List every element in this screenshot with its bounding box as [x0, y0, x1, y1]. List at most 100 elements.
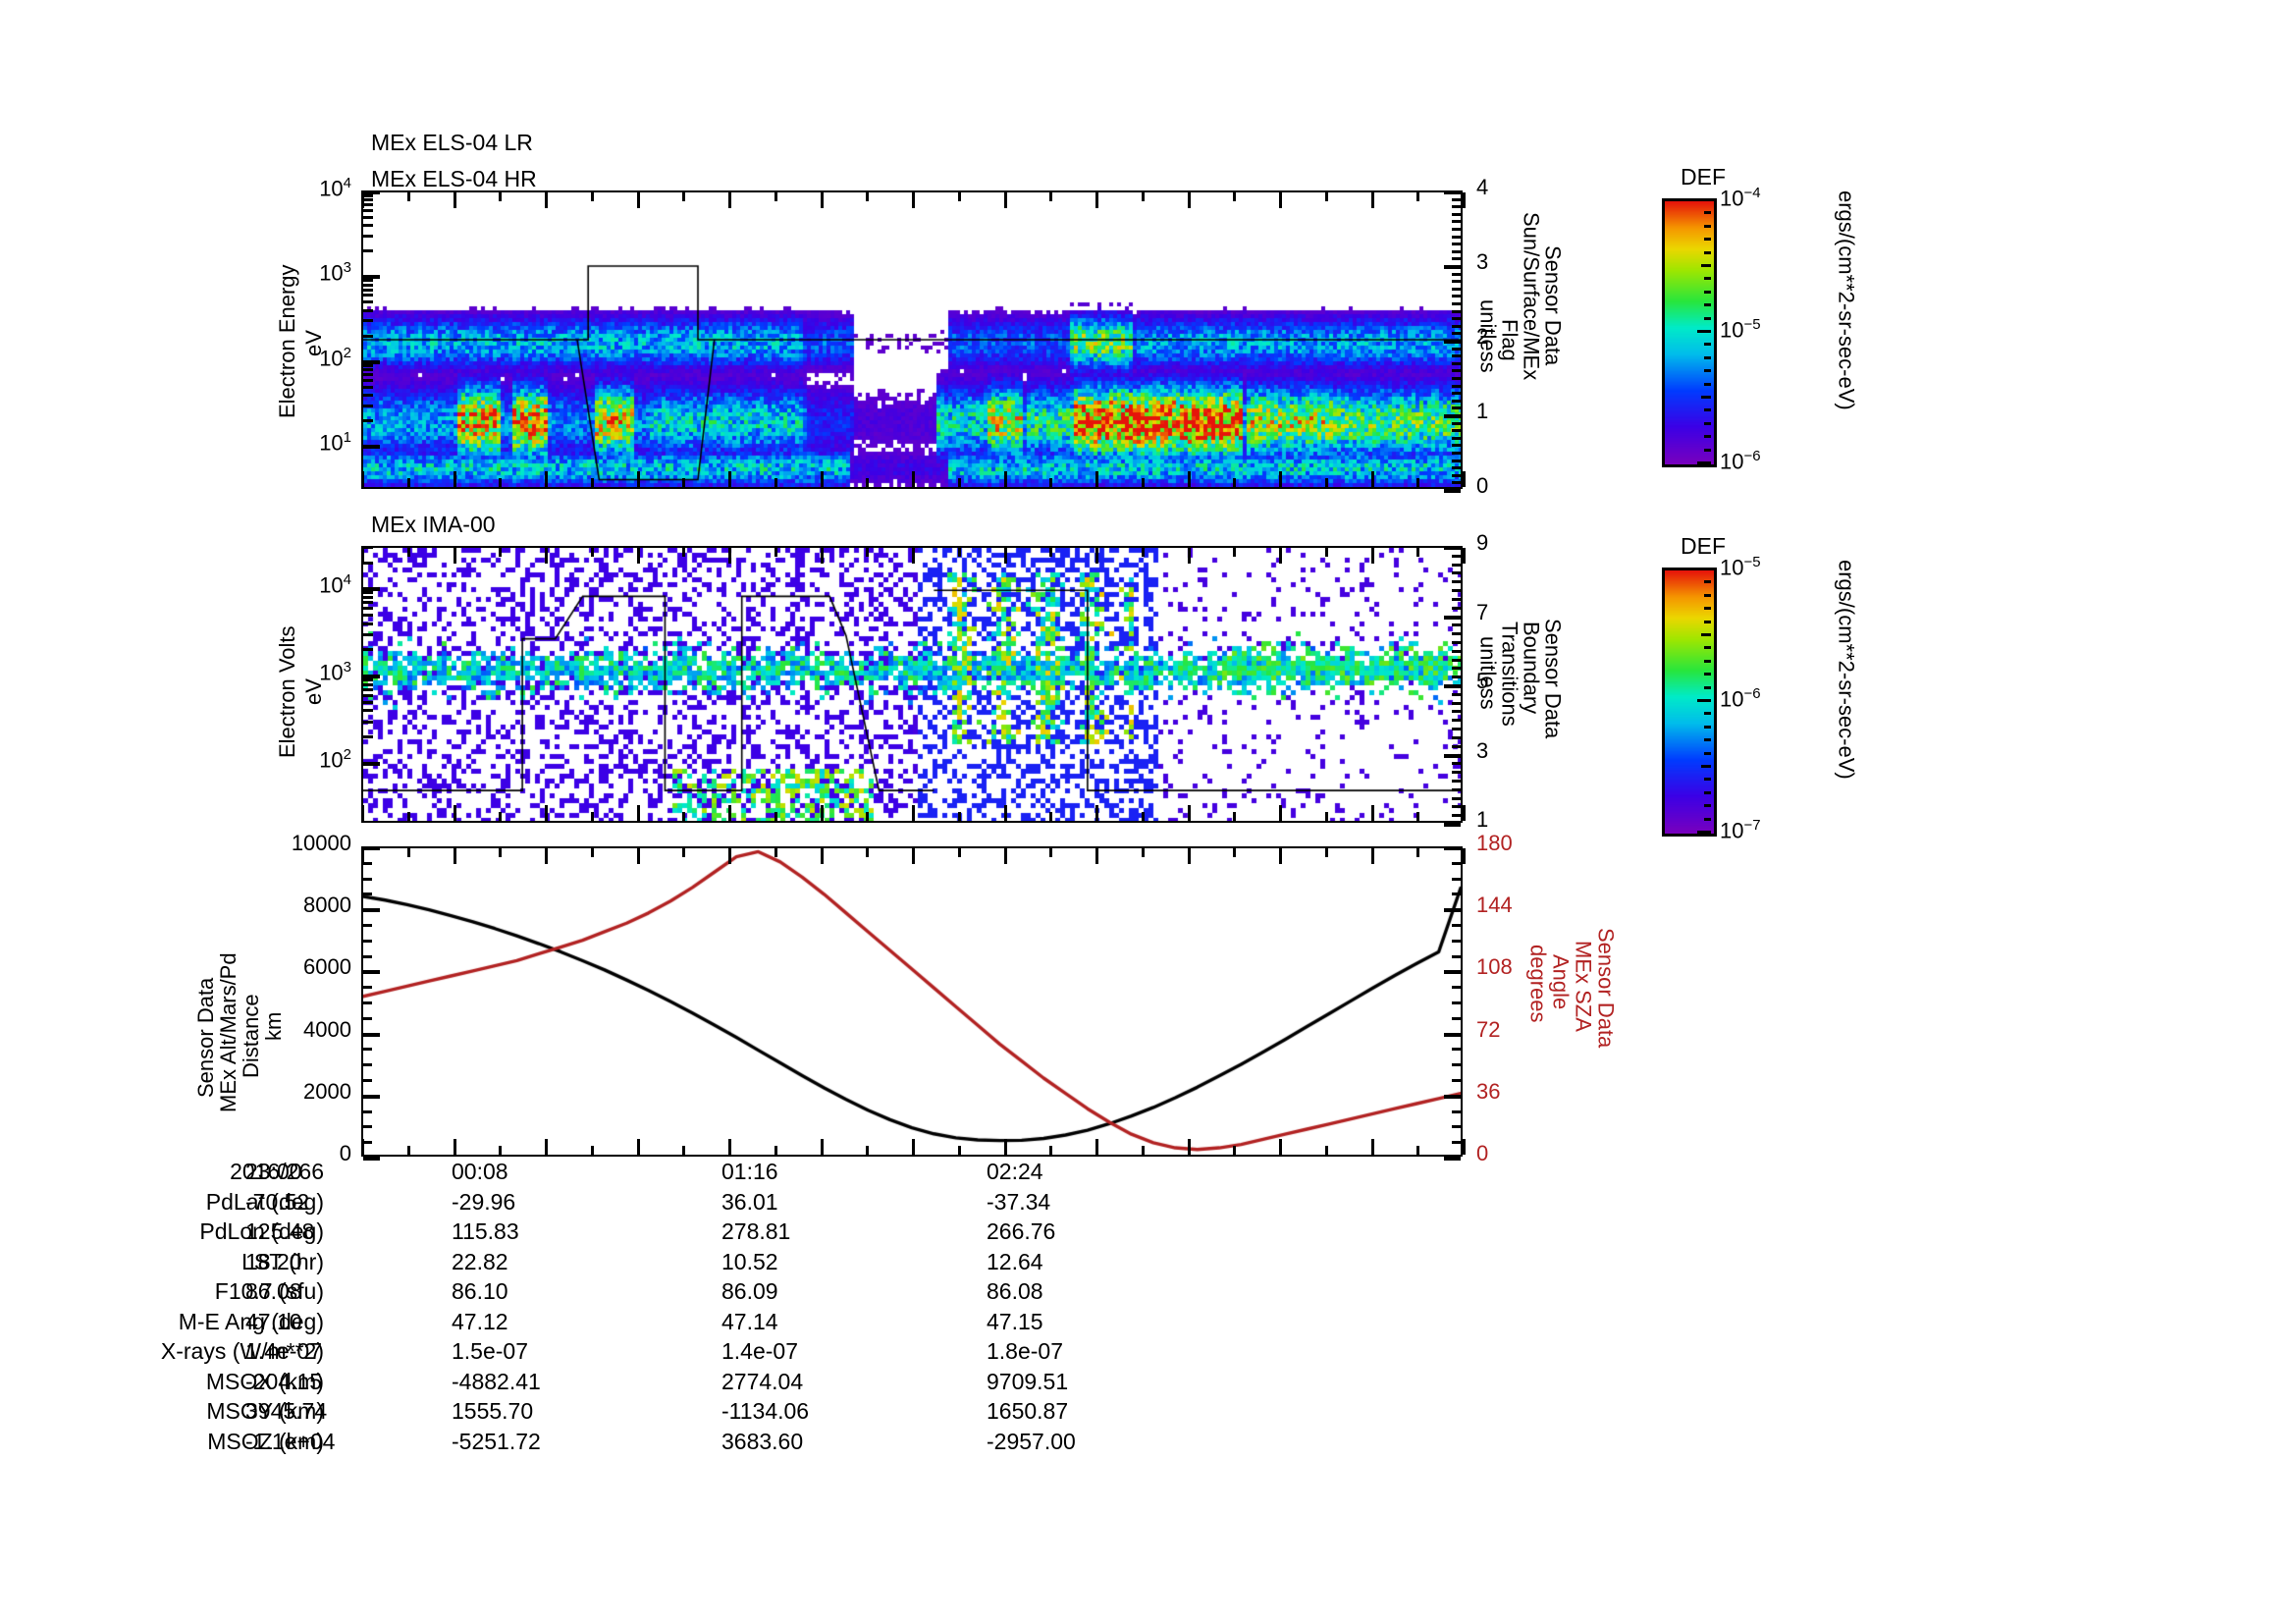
axis-tick-label: 4000 [303, 1016, 351, 1042]
axis-tick [1452, 205, 1461, 209]
panel-electron-energy-spectrogram[interactable] [361, 190, 1463, 489]
axis-tick-label: 4 [1476, 175, 1489, 199]
x-axis-tick [912, 1139, 915, 1155]
panel1-right-axis-label-l3: unitless [1475, 299, 1501, 373]
table-row-label: MSOY (km) [206, 1398, 324, 1424]
axis-tick [363, 209, 373, 213]
axis-tick [1452, 623, 1461, 627]
axis-tick [1452, 444, 1461, 448]
panel3-left-axis-label-l1: MEx Alt/Mars/Pd [216, 952, 240, 1112]
table-cell: 47.10 [245, 1308, 302, 1334]
x-axis-tick [499, 478, 503, 487]
axis-tick [1452, 861, 1461, 865]
x-axis-tick [361, 471, 364, 487]
axis-tick [1452, 939, 1461, 943]
axis-tick [1444, 970, 1461, 975]
axis-tick [1452, 1016, 1461, 1020]
axis-tick [363, 279, 373, 283]
axis-tick [363, 404, 373, 407]
table-cell: 86.08 [245, 1278, 302, 1304]
table-cell: 1555.70 [452, 1398, 534, 1424]
x-axis-tick [1049, 548, 1053, 557]
colorbar-tick [1704, 712, 1711, 716]
axis-tick [363, 632, 373, 636]
table-row-label: MSOZ (km) [207, 1428, 324, 1454]
x-axis-tick [682, 548, 686, 557]
axis-tick [363, 1094, 380, 1099]
x-axis-tick [1187, 805, 1191, 821]
x-axis-tick [682, 812, 686, 821]
axis-tick-label: 10−4 [1720, 185, 1761, 211]
axis-tick-label: 108 [1476, 954, 1513, 980]
panel3-left-axis-label-l0: Sensor Data [193, 977, 218, 1098]
x-axis-tick [590, 192, 594, 201]
x-axis-tick [1095, 805, 1098, 821]
axis-tick [363, 215, 373, 219]
x-axis-tick [1003, 471, 1007, 487]
axis-tick [363, 393, 373, 397]
axis-tick [1452, 1125, 1461, 1129]
axis-tick-label: 1 [1476, 399, 1489, 423]
axis-tick [363, 595, 373, 599]
colorbar-tick [1704, 435, 1711, 439]
x-axis-tick [1141, 812, 1145, 821]
x-axis-tick [1233, 1146, 1237, 1155]
x-axis-tick [820, 192, 824, 208]
panel2-right-axis-label-l3: unitless [1475, 636, 1501, 710]
axis-tick [363, 308, 373, 312]
axis-tick [1452, 710, 1461, 714]
axis-tick [1452, 893, 1461, 896]
colorbar-tick [1704, 421, 1711, 425]
x-axis-tick [866, 548, 870, 557]
x-axis-tick [361, 805, 364, 821]
x-axis-tick [361, 1139, 364, 1155]
axis-tick-label: 7 [1476, 599, 1489, 624]
axis-tick [363, 444, 380, 449]
x-axis-tick [545, 192, 548, 208]
panel2-left-axis-units: eV [301, 678, 326, 706]
x-axis-tick [866, 848, 870, 857]
x-axis-tick [1049, 848, 1053, 857]
x-axis-tick [1141, 192, 1145, 201]
x-axis-tick [728, 192, 731, 208]
x-axis-tick [1233, 548, 1237, 557]
x-axis-tick [1416, 812, 1420, 821]
axis-tick [1444, 414, 1461, 418]
x-axis-tick [453, 848, 456, 864]
x-axis-tick [1049, 812, 1053, 821]
axis-tick [363, 367, 373, 371]
x-axis-tick [1187, 1139, 1191, 1155]
panel-ion-spectrogram[interactable] [361, 546, 1463, 823]
table-cell: 1650.87 [987, 1398, 1069, 1424]
table-cell: 23:00 [245, 1159, 302, 1184]
x-axis-tick [1095, 471, 1098, 487]
x-axis-tick [1370, 1139, 1374, 1155]
panel-altitude-sza[interactable] [361, 846, 1463, 1157]
table-cell: 47.14 [721, 1308, 778, 1334]
axis-tick [363, 1048, 372, 1052]
axis-tick [1452, 220, 1461, 224]
table-cell: 00:08 [452, 1159, 508, 1184]
axis-tick-label: 10−6 [1720, 685, 1761, 712]
axis-tick [363, 198, 373, 202]
x-axis-tick [728, 471, 731, 487]
axis-tick-label: 102 [319, 745, 351, 773]
x-axis-tick [1463, 548, 1466, 564]
table-cell: 01:16 [721, 1159, 778, 1184]
axis-tick-label: 5 [1476, 669, 1489, 693]
x-axis-tick [1233, 812, 1237, 821]
axis-tick [363, 622, 373, 625]
axis-tick [1452, 280, 1461, 284]
x-axis-tick [1416, 192, 1420, 201]
axis-tick [1452, 676, 1461, 679]
x-axis-tick [1141, 548, 1145, 557]
axis-tick [1452, 954, 1461, 958]
table-cell: 3683.60 [721, 1428, 804, 1454]
table-cell: 86.09 [721, 1278, 778, 1304]
x-axis-tick [545, 805, 548, 821]
x-axis-tick [1279, 548, 1282, 564]
axis-tick [363, 607, 373, 611]
colorbar-tick [1704, 804, 1711, 808]
x-axis-tick [1370, 548, 1374, 564]
x-axis-tick [1324, 848, 1328, 857]
